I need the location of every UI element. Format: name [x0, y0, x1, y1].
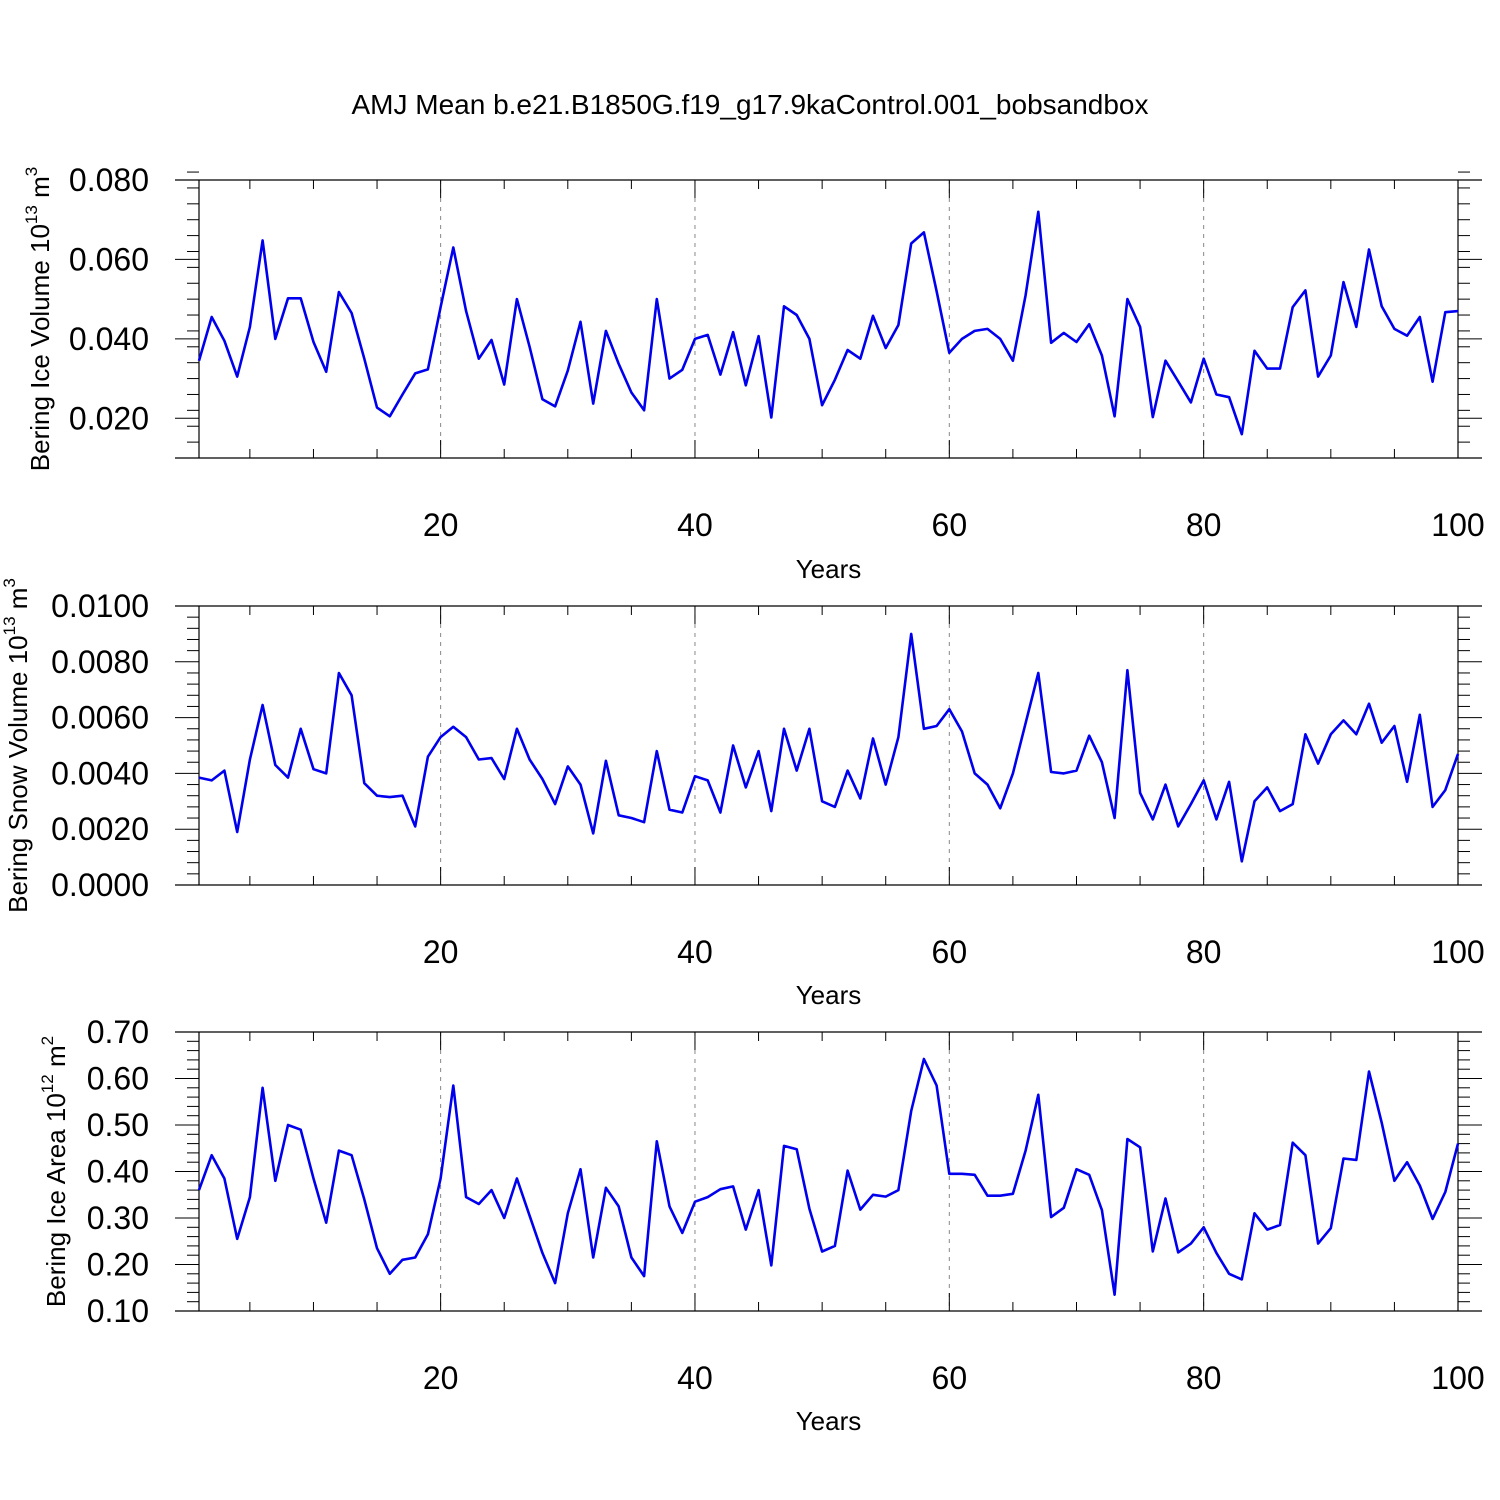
y-tick-label: 0.0040	[51, 755, 149, 791]
x-tick-label: 20	[423, 934, 459, 970]
y-axis-title: Bering Ice Volume 1013 m3	[22, 167, 55, 471]
y-tick-label: 0.20	[87, 1247, 149, 1283]
y-tick-label: 0.70	[87, 1014, 149, 1050]
x-tick-label: 80	[1186, 1360, 1222, 1396]
x-tick-label: 40	[677, 1360, 713, 1396]
y-tick-label: 0.0080	[51, 644, 149, 680]
chart-panel-1: 20 40 60 80 100 0.020 0.040 0.060 0.080 Years Beri…	[22, 162, 1485, 584]
x-tick-label: 20	[423, 507, 459, 543]
chart-panel-2: 20 40 60 80 100 0.0000 0.0020 0.0040 0.0060 0.008…	[0, 578, 1485, 1010]
y-tick-label: 0.040	[69, 321, 149, 357]
y-tick-label: 0.020	[69, 400, 149, 436]
x-tick-label: 60	[932, 507, 968, 543]
y-tick-label: 0.60	[87, 1061, 149, 1097]
x-tick-label: 80	[1186, 507, 1222, 543]
y-tick-label: 0.0100	[51, 588, 149, 624]
y-axis-title: Bering Ice Area 1012 m2	[38, 1036, 71, 1307]
series-line-1	[197, 1057, 1460, 1296]
x-tick-label: 100	[1431, 1360, 1484, 1396]
y-tick-label: 0.0060	[51, 700, 149, 736]
x-axis-title: Years	[796, 1406, 862, 1436]
y-tick-label: 0.40	[87, 1154, 149, 1190]
x-tick-label: 60	[932, 1360, 968, 1396]
series-line-1	[198, 632, 1460, 863]
x-tick-label: 40	[677, 934, 713, 970]
x-axis-title: Years	[796, 980, 862, 1010]
main-title: AMJ Mean b.e21.B1850G.f19_g17.9kaControl…	[351, 89, 1148, 120]
x-tick-label: 20	[423, 1360, 459, 1396]
x-tick-label: 100	[1431, 507, 1484, 543]
x-tick-label: 100	[1431, 934, 1484, 970]
y-tick-label: 0.30	[87, 1200, 149, 1236]
y-axis-title: Bering Snow Volume 1013 m3	[0, 578, 33, 913]
y-tick-label: 0.50	[87, 1107, 149, 1143]
x-tick-label: 60	[932, 934, 968, 970]
y-tick-label: 0.060	[69, 241, 149, 277]
y-tick-label: 0.10	[87, 1293, 149, 1329]
x-tick-label: 40	[677, 507, 713, 543]
y-tick-label: 0.0020	[51, 811, 149, 847]
x-axis-title: Years	[796, 554, 862, 584]
series-line-1	[197, 210, 1459, 436]
y-tick-label: 0.080	[69, 162, 149, 198]
x-tick-label: 80	[1186, 934, 1222, 970]
y-tick-label: 0.0000	[51, 867, 149, 903]
chart-panel-3: 20 40 60 80 100 0.10 0.20 0.30 0.40 0.50 0.60 0.70 Y…	[38, 1014, 1485, 1436]
